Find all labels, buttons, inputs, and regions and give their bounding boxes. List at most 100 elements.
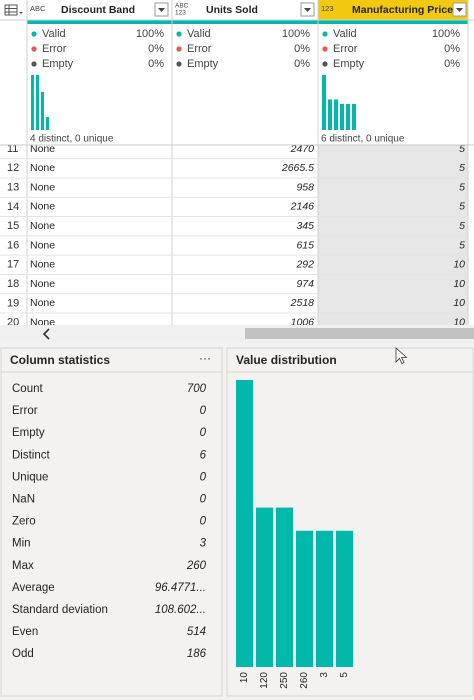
quality-label: Valid bbox=[187, 28, 211, 40]
distribution-bar[interactable] bbox=[276, 507, 293, 667]
distribution-label: 3 bbox=[319, 672, 330, 678]
stat-value: 108.602... bbox=[155, 604, 206, 616]
quality-dot bbox=[176, 46, 182, 52]
stat-label: Even bbox=[12, 626, 38, 638]
quality-bar bbox=[27, 20, 468, 24]
cell: None bbox=[30, 162, 55, 174]
cell: None bbox=[30, 278, 55, 290]
distribution-label: 5 bbox=[339, 672, 350, 678]
quality-dot bbox=[31, 46, 37, 52]
filter-button[interactable] bbox=[300, 2, 315, 17]
cell: 10 bbox=[453, 297, 465, 309]
filter-button[interactable] bbox=[154, 2, 169, 17]
row-number: 18 bbox=[7, 278, 19, 290]
stat-value: 3 bbox=[200, 538, 207, 550]
quality-value: 100% bbox=[136, 28, 164, 40]
row-number: 16 bbox=[7, 239, 19, 251]
column-header[interactable]: Units Sold bbox=[206, 4, 258, 16]
type-icon: 123 bbox=[321, 4, 334, 13]
scroll-thumb[interactable] bbox=[245, 328, 474, 339]
pane-menu[interactable]: ··· bbox=[199, 351, 211, 365]
cell: 5 bbox=[459, 143, 465, 155]
quality-label: Valid bbox=[333, 28, 357, 40]
row-number: 14 bbox=[7, 201, 19, 213]
cell: 974 bbox=[296, 278, 314, 290]
mini-distribution-bar bbox=[346, 103, 350, 130]
cell: 615 bbox=[296, 239, 314, 251]
mini-distribution-bar bbox=[31, 75, 34, 130]
cell: None bbox=[30, 181, 55, 193]
cell: 10 bbox=[453, 316, 465, 328]
quality-value: 0% bbox=[444, 43, 460, 55]
distribution-label: 10 bbox=[239, 672, 250, 684]
quality-dot bbox=[31, 31, 37, 37]
cell: 345 bbox=[296, 220, 314, 232]
distribution-label: 260 bbox=[299, 672, 310, 689]
quality-dot bbox=[322, 31, 328, 37]
distribution-bar[interactable] bbox=[336, 530, 353, 667]
cell: 2146 bbox=[290, 201, 315, 213]
cell: 5 bbox=[459, 220, 465, 232]
column-statistics-title: Column statistics bbox=[10, 353, 110, 367]
stat-value: 0 bbox=[200, 427, 207, 439]
distribution-bar[interactable] bbox=[236, 380, 253, 667]
distribution-bar[interactable] bbox=[296, 530, 313, 667]
type-icon: ABC bbox=[30, 4, 46, 13]
quality-value: 0% bbox=[294, 43, 310, 55]
stat-value: 186 bbox=[187, 648, 207, 660]
quality-dot bbox=[322, 46, 328, 52]
mini-distribution-bar bbox=[46, 117, 49, 130]
cell: 2470 bbox=[290, 143, 315, 155]
mini-distribution-bar bbox=[334, 99, 338, 130]
quality-label: Error bbox=[42, 43, 67, 55]
type-icon: ABC bbox=[175, 3, 189, 10]
stat-value: 514 bbox=[187, 626, 206, 638]
quality-value: 100% bbox=[432, 28, 460, 40]
stat-value: 0 bbox=[200, 405, 207, 417]
quality-value: 0% bbox=[148, 58, 164, 70]
distribution-bar[interactable] bbox=[316, 530, 333, 667]
scroll-left-arrow[interactable] bbox=[42, 328, 50, 340]
quality-dot bbox=[176, 31, 182, 37]
cell: None bbox=[30, 259, 55, 271]
distribution-bar[interactable] bbox=[256, 507, 273, 667]
stat-label: Max bbox=[12, 560, 34, 572]
cell: None bbox=[30, 220, 55, 232]
cell: None bbox=[30, 201, 55, 213]
quality-value: 0% bbox=[444, 58, 460, 70]
stat-label: Average bbox=[12, 582, 55, 594]
cell: None bbox=[30, 239, 55, 251]
stat-value: 0 bbox=[200, 516, 207, 528]
cell: 5 bbox=[459, 201, 465, 213]
column-header[interactable]: Manufacturing Price bbox=[352, 4, 453, 16]
stat-value: 700 bbox=[187, 383, 207, 395]
quality-label: Error bbox=[187, 43, 212, 55]
cell: 292 bbox=[295, 259, 314, 271]
quality-dot bbox=[322, 61, 328, 67]
stat-label: Standard deviation bbox=[12, 604, 108, 616]
distribution-label: 250 bbox=[279, 672, 290, 689]
quality-label: Empty bbox=[42, 58, 74, 70]
type-icon: 123 bbox=[175, 10, 186, 17]
row-number: 13 bbox=[7, 182, 19, 194]
stat-value: 0 bbox=[200, 471, 207, 483]
column-header[interactable]: Discount Band bbox=[61, 4, 135, 16]
distinct-summary: 6 distinct, 0 unique bbox=[321, 134, 405, 145]
cell: 2518 bbox=[290, 297, 315, 309]
stat-value: 260 bbox=[186, 560, 207, 572]
stat-label: Distinct bbox=[12, 449, 51, 461]
column-statistics-pane bbox=[0, 347, 223, 697]
table-menu-icon[interactable] bbox=[4, 4, 23, 16]
row-number: 12 bbox=[7, 162, 19, 174]
filter-button[interactable] bbox=[452, 2, 467, 17]
quality-dot bbox=[31, 61, 37, 67]
cell: 10 bbox=[453, 278, 465, 290]
quality-value: 100% bbox=[282, 28, 310, 40]
selected-header[interactable] bbox=[318, 0, 468, 20]
selected-column-cells bbox=[318, 145, 468, 325]
cell: None bbox=[30, 297, 55, 309]
mini-distribution-bar bbox=[352, 103, 356, 130]
value-distribution-title: Value distribution bbox=[236, 353, 337, 367]
stat-value: 0 bbox=[200, 494, 207, 506]
